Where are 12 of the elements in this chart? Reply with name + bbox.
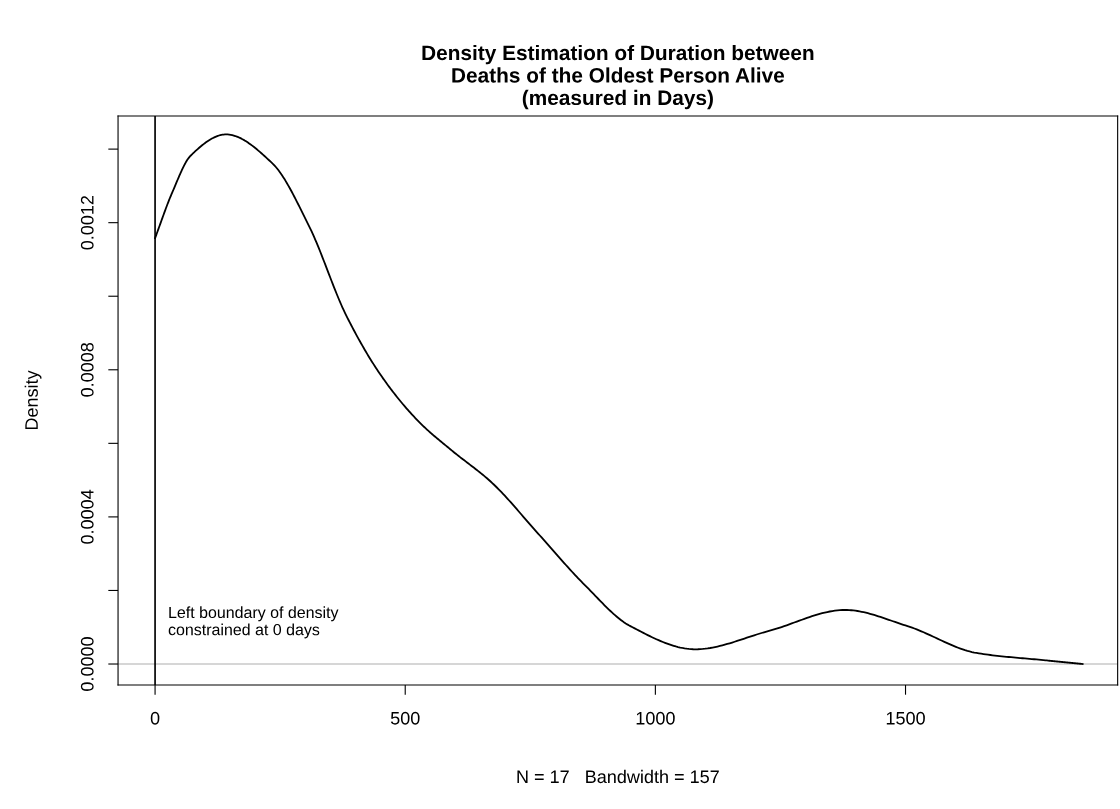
- y-tick-label: 0.0012: [80, 195, 94, 250]
- y-tick-label: 0.0004: [80, 489, 94, 544]
- x-tick-label: 0: [150, 711, 160, 725]
- chart-title: Density Estimation of Duration between Deaths of the Oldest Person Alive (measured in Days): [422, 44, 814, 110]
- y-axis-title: Density: [24, 370, 42, 430]
- x-tick-label: 500: [390, 711, 420, 725]
- x-tick-label: 1000: [636, 711, 675, 725]
- y-tick-label: 0.0000: [80, 637, 94, 691]
- x-axis-title: N = 17 Bandwidth = 157: [517, 769, 719, 784]
- annotation: Left boundary of density constrained at 0 days: [168, 606, 339, 639]
- x-tick-label: 1500: [886, 711, 925, 725]
- y-tick-label: 0.0008: [80, 342, 94, 397]
